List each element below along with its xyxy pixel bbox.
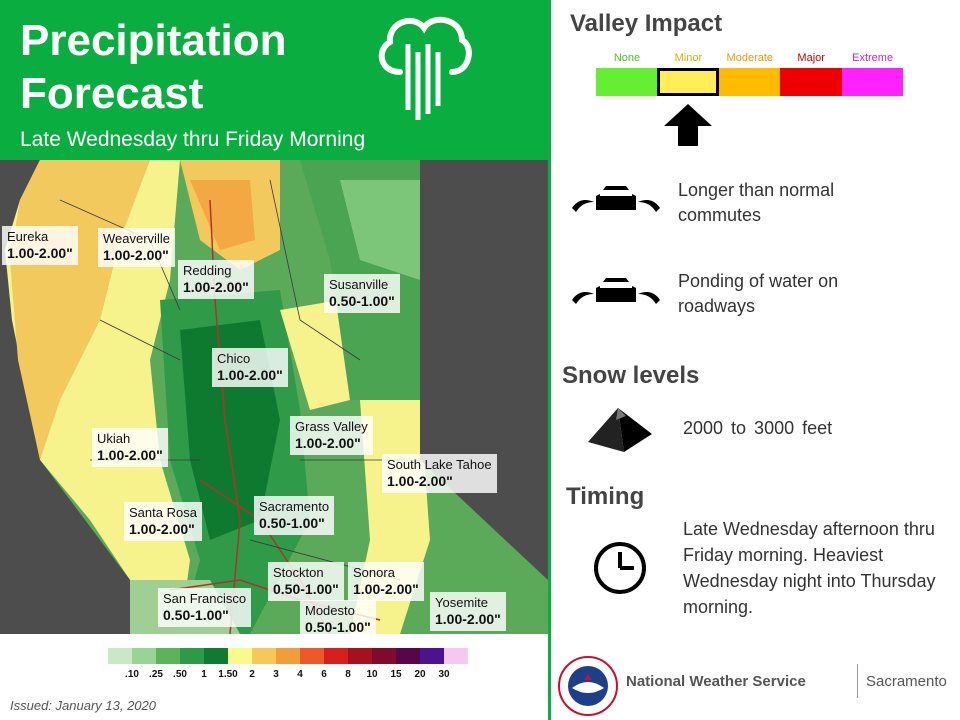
valley-impact-title: Valley Impact: [570, 10, 723, 37]
legend-swatch: [252, 648, 277, 664]
timing-title: Timing: [566, 483, 645, 510]
car-ponding-icon: [572, 278, 660, 304]
impact-category-label: None: [613, 52, 641, 64]
map-label-sonora: Sonora 1.00-2.00": [348, 562, 424, 601]
nws-office: Sacramento: [866, 673, 947, 690]
impact-category-label: Major: [797, 52, 825, 64]
impact-category-box: [596, 68, 658, 96]
timing-text: Late Wednesday afternoon thru Friday mor…: [683, 519, 936, 617]
legend-tick-label: .10: [125, 669, 139, 680]
legend-swatch: [420, 648, 445, 664]
legend-swatch: [276, 648, 301, 664]
map-label-eureka: Eureka 1.00-2.00": [2, 226, 78, 265]
clock-icon: [594, 542, 646, 594]
nws-logo: [558, 656, 618, 716]
map-label-grass-valley: Grass Valley 1.00-2.00": [290, 416, 373, 455]
impact-text-commutes: Longer than normal commutes: [678, 180, 835, 225]
map-label-weaverville: Weaverville 1.00-2.00": [98, 228, 175, 267]
legend-swatch: [132, 648, 157, 664]
impact-category-label: Moderate: [726, 52, 774, 64]
rain-cloud-icon: [378, 17, 472, 120]
legend-tick-label: 6: [321, 669, 327, 680]
legend-tick-label: 4: [297, 669, 303, 680]
map-label-san-francisco: San Francisco 0.50-1.00": [158, 588, 252, 627]
map-label-yosemite: Yosemite 1.00-2.00": [430, 592, 506, 631]
legend-tick-label: 2: [249, 669, 255, 680]
map-label-chico: Chico 1.00-2.00": [212, 348, 288, 387]
legend-swatch: [300, 648, 325, 664]
legend-swatch: [348, 648, 373, 664]
issued-date: Issued: January 13, 2020: [10, 698, 156, 713]
snow-levels-text: 2000 to 3000 feet: [683, 418, 833, 438]
legend-swatch: [324, 648, 349, 664]
map-label-redding: Redding 1.00-2.00": [178, 260, 254, 299]
legend-tick-label: 15: [390, 669, 402, 680]
legend-tick-label: 30: [438, 669, 450, 680]
legend-tick-label: 10: [366, 669, 378, 680]
legend-swatch: [372, 648, 397, 664]
map-label-south-lake-tahoe: South Lake Tahoe 1.00-2.00": [382, 454, 497, 493]
map-label-stockton: Stockton 0.50-1.00": [268, 562, 344, 601]
legend-tick-label: 8: [345, 669, 351, 680]
legend-swatch: [396, 648, 421, 664]
map-label-sacramento: Sacramento 0.50-1.00": [254, 496, 335, 535]
impact-text-ponding: Ponding of water on roadways: [678, 271, 839, 316]
panel-divider: [548, 0, 551, 720]
legend-tick-label: 1: [201, 669, 207, 680]
legend-tick-label: 1.50: [218, 669, 238, 680]
map-label-santa-rosa: Santa Rosa 1.00-2.00": [124, 502, 202, 541]
impact-category-box: [841, 68, 904, 96]
impact-category-selected: [657, 68, 720, 96]
legend-tick-label: 20: [414, 669, 426, 680]
impact-category-label: Minor: [674, 52, 703, 64]
map-label-susanville: Susanville 0.50-1.00": [324, 274, 400, 313]
page-title: Precipitation Forecast: [20, 16, 287, 118]
nws-name: National Weather Service: [626, 673, 806, 690]
page-subtitle: Late Wednesday thru Friday Morning: [20, 128, 366, 151]
footer-separator: [857, 664, 858, 698]
precip-legend-bar: [108, 648, 468, 664]
precipitation-map: Eureka 1.00-2.00" Weaverville 1.00-2.00" R…: [0, 160, 548, 634]
legend-swatch: [204, 648, 229, 664]
impact-category-label: Extreme: [852, 52, 894, 64]
legend-swatch: [156, 648, 181, 664]
legend-swatch: [180, 648, 205, 664]
legend-swatch: [444, 648, 468, 664]
mountain-icon: [588, 408, 652, 452]
impact-category-box: [718, 68, 781, 96]
map-label-modesto: Modesto 0.50-1.00": [300, 600, 376, 634]
legend-tick-label: .25: [149, 669, 163, 680]
legend-tick-label: .50: [173, 669, 187, 680]
car-spray-icon: [572, 186, 660, 212]
legend-tick-label: 3: [273, 669, 279, 680]
map-label-ukiah: Ukiah 1.00-2.00": [92, 428, 168, 467]
snow-levels-title: Snow levels: [562, 362, 700, 389]
impact-category-box: [780, 68, 843, 96]
arrow-up-icon: [664, 104, 712, 146]
legend-swatch: [108, 648, 133, 664]
legend-swatch: [228, 648, 253, 664]
